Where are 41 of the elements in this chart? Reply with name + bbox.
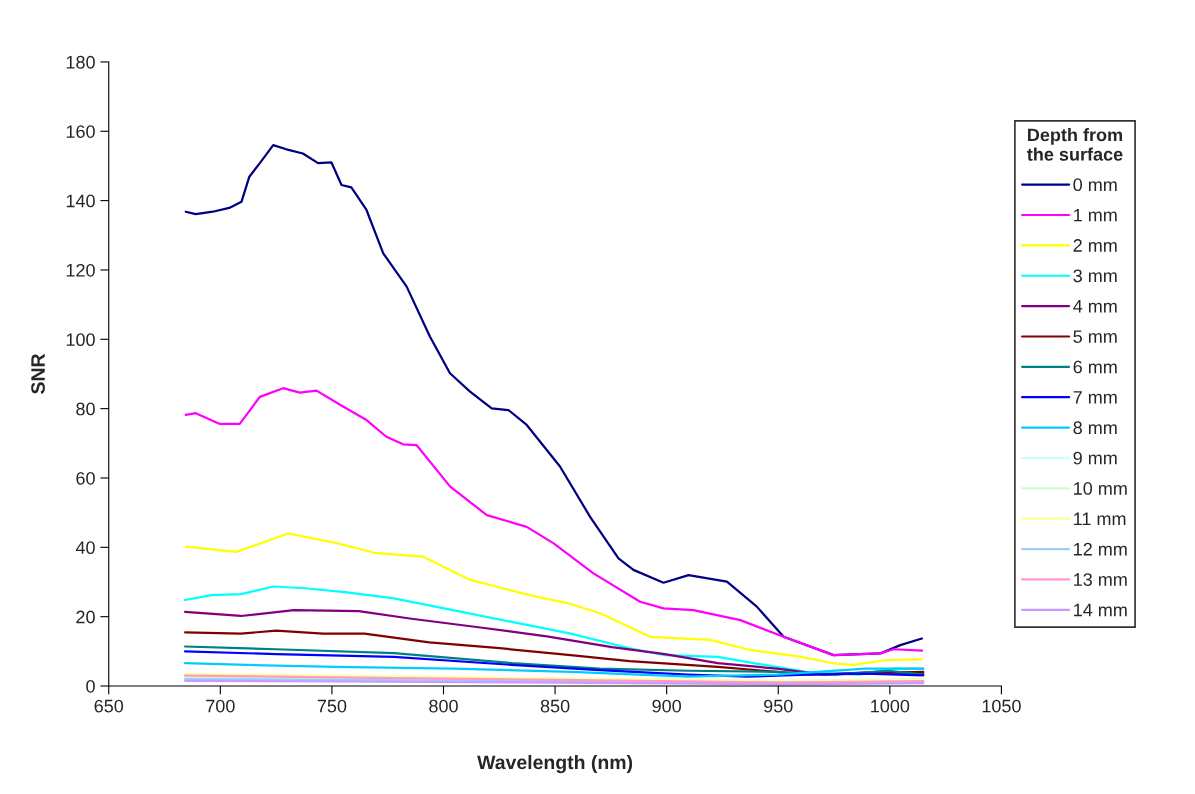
legend-label: 12 mm (1074, 542, 1127, 556)
legend-label: 10 mm (1074, 482, 1127, 495)
line-series (184, 387, 924, 657)
x-tick-label: 1050 (982, 699, 1021, 713)
x-tick-label: 900 (652, 699, 682, 713)
legend-label: 0 mm (1073, 178, 1117, 192)
y-tick-label: 160 (66, 125, 95, 138)
x-tick-label: 700 (206, 699, 235, 713)
y-tick-label: 140 (66, 194, 95, 208)
legend-label: 8 mm (1073, 421, 1117, 435)
x-tick-label: 800 (429, 699, 458, 713)
legend-label: 1 mm (1074, 208, 1117, 222)
legend-label: 9 mm (1073, 451, 1117, 465)
line-series (183, 608, 925, 676)
y-tick-label: 80 (76, 402, 95, 416)
legend-label: 3 mm (1073, 269, 1117, 283)
y-tick-label: 0 (86, 679, 95, 693)
legend-label: 5 mm (1073, 330, 1117, 343)
x-tick-label: 850 (540, 699, 570, 713)
line-series (183, 662, 925, 678)
legend-label: 7 mm (1073, 391, 1117, 404)
y-tick-label: 180 (66, 55, 95, 69)
x-tick-label: 950 (764, 699, 793, 713)
x-tick-label: 750 (317, 699, 347, 713)
legend-label: 14 mm (1074, 603, 1127, 617)
y-axis-title: SNR (31, 353, 45, 394)
y-tick-label: 20 (76, 610, 95, 624)
legend-label: 13 mm (1074, 573, 1127, 586)
x-tick-label: 1000 (871, 699, 910, 713)
x-tick-label: 650 (94, 699, 124, 713)
y-tick-label: 120 (66, 263, 95, 277)
line-series (184, 532, 924, 666)
x-axis-title: Wavelength (nm) (477, 754, 633, 774)
y-tick-label: 100 (66, 333, 95, 347)
y-tick-label: 40 (75, 541, 95, 555)
y-tick-label: 60 (76, 471, 95, 485)
legend-title: Depth from the surface (1027, 128, 1123, 161)
legend-label: 11 mm (1074, 512, 1126, 526)
legend-label: 6 mm (1073, 360, 1117, 374)
legend-label: 2 mm (1073, 239, 1117, 252)
legend-label: 4 mm (1073, 300, 1117, 313)
